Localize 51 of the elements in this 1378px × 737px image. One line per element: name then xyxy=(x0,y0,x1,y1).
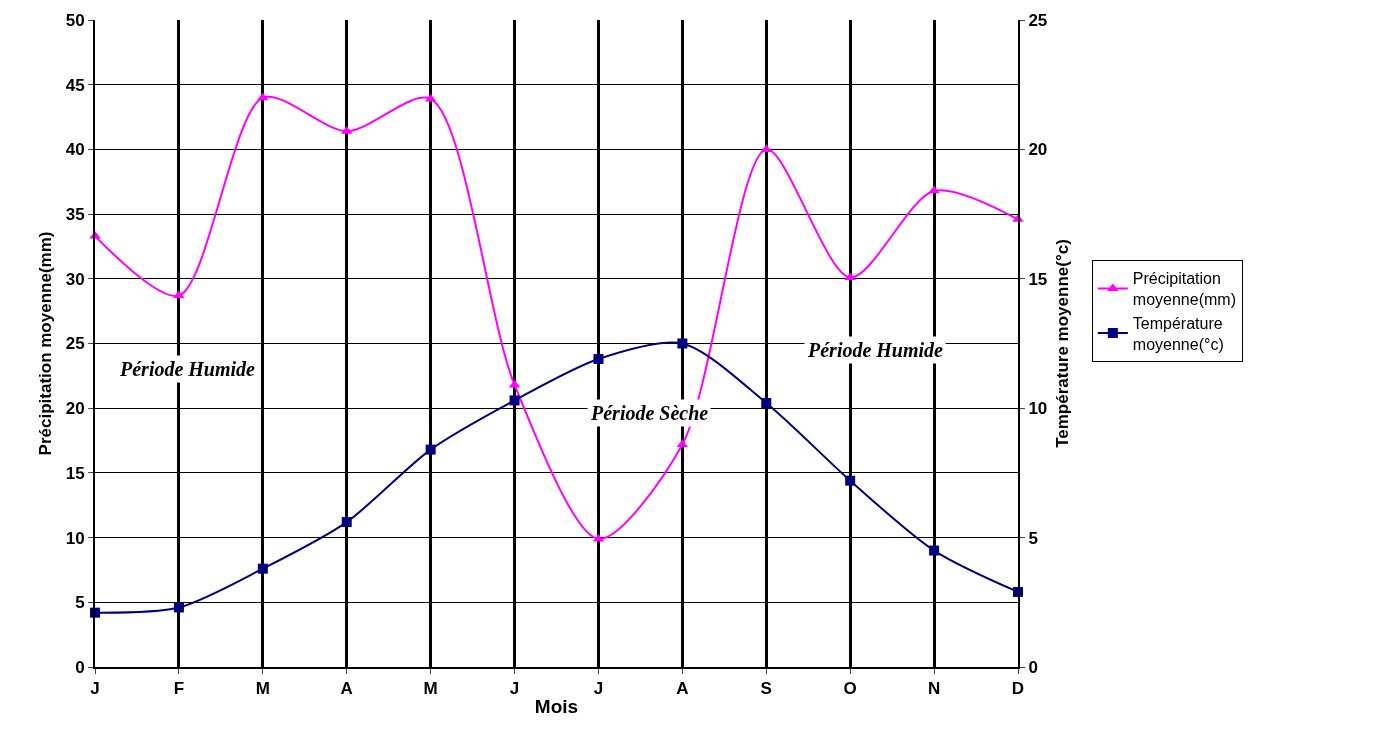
x-tick-label: A xyxy=(676,679,689,699)
y-tick-label: 25 xyxy=(65,334,85,354)
y2-tick-label: 5 xyxy=(1028,528,1038,548)
annotation: Période Sèche xyxy=(590,402,709,424)
point xyxy=(844,272,856,281)
point xyxy=(928,185,940,194)
y-tick-label: 5 xyxy=(75,593,85,613)
point xyxy=(173,602,184,613)
x-tick-label: F xyxy=(173,679,185,699)
x-tick-label: J xyxy=(509,679,520,699)
point xyxy=(845,475,856,486)
y-tick-label: 35 xyxy=(65,205,85,225)
y-axis-title: Précipitation moyenne(mm) xyxy=(35,231,55,456)
y2-tick-label: 20 xyxy=(1028,140,1048,160)
y2-tick-label: 10 xyxy=(1028,399,1048,419)
x-tick-label: J xyxy=(593,679,604,699)
legend-label: Température moyenne(°c) xyxy=(1132,314,1224,353)
y-tick-label: 0 xyxy=(75,657,85,677)
x-tick-label: S xyxy=(760,679,772,699)
point xyxy=(761,398,772,409)
point xyxy=(593,354,604,365)
y-tick-label: 10 xyxy=(65,528,85,548)
point xyxy=(173,290,185,299)
point xyxy=(341,517,352,528)
x-tick-label: M xyxy=(255,679,270,699)
x-tick-label: N xyxy=(927,679,941,699)
point xyxy=(425,444,436,455)
y-tick-label: 20 xyxy=(65,399,85,419)
y-tick-label: 30 xyxy=(65,269,85,289)
y-tick-label: 50 xyxy=(65,10,85,30)
x-tick-label: O xyxy=(843,679,857,699)
x-axis-title: Mois xyxy=(534,695,579,717)
annotation: Période Humide xyxy=(119,358,256,380)
point xyxy=(929,545,940,556)
x-tick-label: D xyxy=(1011,679,1025,699)
y2-tick-label: 15 xyxy=(1028,269,1048,289)
x-tick-label: A xyxy=(340,679,353,699)
point xyxy=(257,92,269,101)
y2-tick-label: 0 xyxy=(1028,657,1038,677)
y-tick-label: 15 xyxy=(65,463,85,483)
point xyxy=(257,563,268,574)
y2-tick-label: 25 xyxy=(1028,10,1048,30)
point xyxy=(509,395,520,406)
y-tick-label: 45 xyxy=(65,75,85,95)
y2-axis-title: Température moyenne(°c) xyxy=(1053,239,1073,448)
y-tick-label: 40 xyxy=(65,140,85,160)
point xyxy=(677,338,688,349)
annotation: Période Humide xyxy=(807,339,944,361)
legend-label: Précipitation moyenne(mm) xyxy=(1132,270,1236,309)
x-tick-label: M xyxy=(423,679,438,699)
x-tick-label: J xyxy=(90,679,100,699)
